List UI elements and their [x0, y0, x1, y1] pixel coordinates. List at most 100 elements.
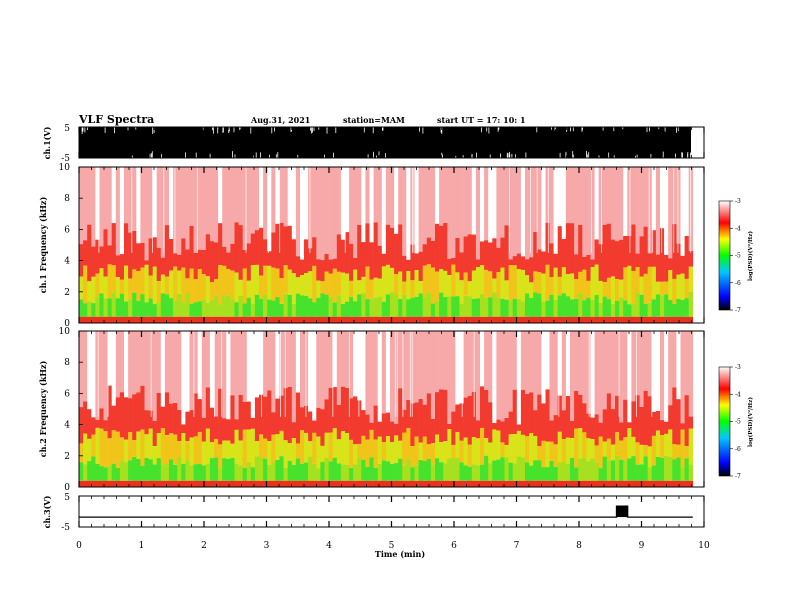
ch2-spectrogram-cell — [676, 480, 681, 487]
ch2-spectrogram-cell — [516, 424, 522, 431]
ch1-spectrogram-cell — [492, 167, 497, 239]
ch2-spectrogram-cell — [185, 441, 190, 460]
ch2-spectrogram-cell — [418, 480, 423, 487]
ch2-spectrogram-cell — [291, 438, 297, 465]
ch1-spectrogram-cell — [385, 264, 391, 295]
ch1-spectrogram-cell — [226, 316, 231, 323]
ch1-spectrogram-cell — [181, 267, 186, 303]
ch1-spectrogram-cell — [300, 316, 305, 323]
ch2-spectrogram-cell — [373, 405, 378, 440]
ch1-waveform-gap — [675, 153, 676, 158]
ch2-spectrogram-cell — [488, 480, 493, 487]
ch1-spectrogram-cell — [651, 167, 657, 231]
ch1-spectrogram-cell — [582, 256, 587, 270]
ch2-spectrogram-cell — [647, 467, 653, 481]
ch1-spectrogram-cell — [394, 295, 399, 317]
ch1-spectrogram-cell — [226, 269, 231, 296]
ch1-spectrogram-cell-streak — [98, 167, 100, 253]
ch2-spectrogram-cell — [99, 466, 104, 481]
ch1-ytick-top: 5 — [64, 124, 70, 134]
ch2-spectrogram-cell — [152, 480, 158, 487]
ch1-spectrogram-cell — [533, 271, 538, 293]
ch1-spectrogram-cell — [508, 265, 513, 301]
ch2-spectrogram-cell — [226, 440, 231, 459]
ch1-spectrogram-cell — [328, 167, 333, 260]
ch2-spectrogram-cell — [218, 480, 223, 487]
ch1-spectrogram-cell — [426, 264, 432, 293]
ch1-spectrogram-cell — [340, 303, 346, 317]
ch2-spectrogram-cell — [484, 438, 489, 456]
ch2-spectrogram-cell — [615, 432, 620, 456]
ch1-spectrogram-cell — [242, 268, 248, 304]
ch2-spectrogram-cell — [83, 464, 88, 481]
ch1-spectrogram-cell — [520, 269, 526, 302]
ch2-spectrogram-cell — [459, 480, 464, 487]
ch2-spectrogram-cell — [500, 442, 505, 458]
ch2-spectrogram-cell — [529, 480, 534, 487]
ch1-spectrogram-cell — [275, 316, 280, 323]
ch1-spectrogram-cell — [287, 269, 293, 295]
ch1-spectrogram-cell — [218, 316, 223, 323]
ch2-spectrogram-cell — [688, 416, 694, 429]
ch1-spectrogram-cell — [467, 296, 473, 317]
ch1-spectrogram-cell — [586, 167, 591, 255]
ch1-spectrogram-cell — [439, 225, 444, 270]
ch1-spectrogram-cell — [570, 299, 575, 317]
ch1-spectrogram-cell — [353, 269, 358, 302]
ch2-spectrogram-cell — [430, 331, 436, 419]
ch1-spectrogram-cell — [414, 253, 419, 270]
ch1-spectrogram-cell — [332, 316, 338, 323]
ch1-spectrogram-cell — [410, 297, 415, 317]
ch2-spectrogram-cell — [275, 434, 280, 460]
ch1-spectrogram-cell — [267, 167, 272, 252]
ch1-waveform-gap — [481, 127, 482, 133]
ch2-spectrogram-cell — [508, 411, 513, 435]
ch2-spectrogram-cell — [512, 434, 518, 464]
ch1-spectrogram-cell — [279, 167, 284, 223]
ch1-spectrogram-cell — [516, 167, 522, 254]
ch1-waveform-gap — [253, 155, 254, 158]
ch2-spectrogram-cell — [426, 480, 432, 487]
ch2-spectrogram-cell — [377, 464, 383, 481]
ch1-spectrogram-cell — [197, 301, 203, 317]
ch2-spectrogram-cell — [103, 467, 108, 481]
ch1-spectrogram-cell — [516, 253, 522, 270]
ch2-spectrogram-cell — [218, 468, 223, 481]
ch2-spectrogram-cell — [635, 442, 640, 465]
ch1-spectrogram-cell — [353, 316, 358, 323]
ch1-spectrogram-cell — [124, 167, 129, 224]
ch1-spectrogram-cell — [95, 239, 100, 274]
ch2-spectrogram-cell — [488, 331, 493, 403]
ch2-spectrogram-cell — [655, 456, 661, 481]
ch2-spectrogram-cell — [578, 480, 583, 487]
ch2-spectrogram-cell — [631, 401, 636, 437]
ch2-spectrogram-cell — [87, 409, 92, 439]
ch2-spectrogram-cell — [365, 439, 370, 467]
ch1-spectrogram-cell — [459, 280, 464, 304]
ch2-spectrogram-cell — [422, 436, 428, 462]
ch2-spectrogram-cell — [156, 433, 162, 459]
ch2-spectrogram-cell — [463, 397, 468, 438]
ch2-spectrogram-cell — [426, 393, 432, 445]
ch1-spectrogram-cell — [185, 278, 190, 294]
ch2-spectrogram-cell — [455, 404, 460, 432]
ch2-spectrogram-cell — [680, 480, 685, 487]
ch1-waveform-gap — [135, 127, 137, 130]
ch2-spectrogram-cell — [205, 480, 211, 487]
ch2-spectrogram-cell — [340, 386, 346, 432]
ch1-spectrogram-cell — [336, 167, 342, 235]
ch2-spectrogram-cell — [439, 442, 444, 463]
ch1-spectrogram-cell — [381, 266, 387, 302]
ch2-spectrogram-cell — [312, 432, 317, 464]
ch2-spectrogram-cell — [435, 331, 440, 393]
ch2-spectrogram-cell — [443, 389, 448, 442]
ch1-waveform-gaps — [81, 127, 691, 158]
ch2-spectrogram-cell — [99, 408, 104, 429]
ch1-spectrogram-cell — [639, 167, 644, 237]
ch2-colorbar-tick-label: -5 — [735, 419, 741, 426]
ch2-spectrogram-cell — [164, 480, 170, 487]
ch1-spectrogram-cell — [668, 167, 673, 259]
ch1-spectrogram-cell — [586, 280, 591, 298]
ch1-spectrogram-cell — [619, 167, 624, 240]
ch1-spectrogram-cell — [177, 316, 182, 323]
